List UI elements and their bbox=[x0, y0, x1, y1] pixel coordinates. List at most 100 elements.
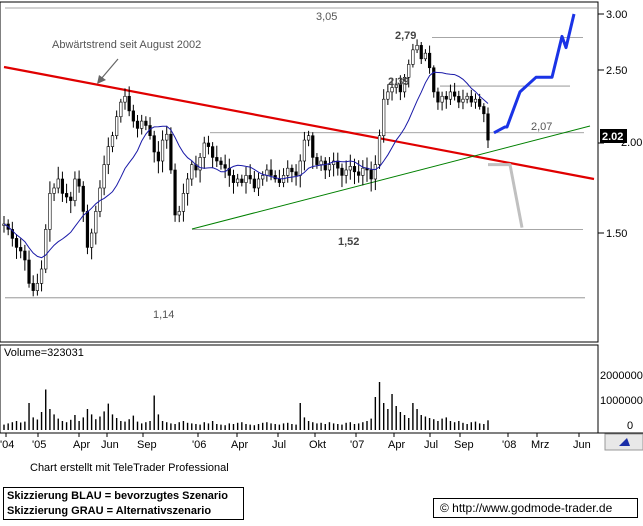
annotation-arrow-shaft bbox=[100, 58, 119, 80]
candle-body bbox=[461, 98, 465, 103]
price-tick-150: 1.50 bbox=[606, 228, 627, 240]
volume-tick-0: 0 bbox=[627, 420, 633, 432]
candle-body bbox=[482, 106, 486, 115]
candle-body bbox=[357, 171, 361, 176]
candle-body bbox=[440, 95, 444, 103]
source-url[interactable]: © http://www.godmode-trader.de bbox=[433, 498, 638, 518]
candle-body bbox=[311, 135, 315, 158]
candle-body bbox=[344, 169, 348, 176]
candle-body bbox=[35, 283, 39, 291]
candle-body bbox=[382, 98, 386, 136]
volume-tick-2000000: 2000000 bbox=[600, 370, 643, 382]
candle-body bbox=[185, 178, 190, 194]
candle-body bbox=[160, 139, 165, 162]
x-tick-label: Apr bbox=[73, 439, 90, 451]
level-label-114: 1,14 bbox=[153, 309, 174, 321]
candle-body bbox=[115, 116, 119, 137]
candle-body bbox=[336, 160, 340, 169]
candle-body bbox=[473, 98, 478, 103]
candle-body bbox=[123, 95, 127, 103]
candle-body bbox=[102, 164, 106, 189]
candle-body bbox=[390, 87, 394, 93]
candle-body bbox=[453, 91, 457, 97]
candle-body bbox=[236, 178, 240, 183]
candle-body bbox=[135, 120, 140, 129]
scroll-arrow-icon[interactable] bbox=[619, 438, 630, 446]
candle-body bbox=[206, 142, 211, 147]
candle-body bbox=[394, 84, 398, 88]
candle-body bbox=[240, 178, 244, 183]
level-label-152: 1,52 bbox=[338, 236, 359, 248]
level-label-305: 3,05 bbox=[316, 11, 337, 23]
volume-axis: 2000000 1000000 0 bbox=[600, 370, 643, 432]
moving-average-line bbox=[3, 71, 489, 259]
level-label-279: 2,79 bbox=[395, 30, 416, 42]
price-tick-300: 3.00 bbox=[606, 9, 627, 21]
candle-body bbox=[302, 139, 307, 162]
candle-body bbox=[436, 91, 440, 103]
candle-body bbox=[407, 64, 411, 78]
candle-body bbox=[177, 211, 181, 216]
current-value-badge bbox=[600, 129, 627, 143]
candle-body bbox=[252, 178, 256, 189]
candle-body bbox=[64, 193, 69, 198]
candle-body bbox=[348, 166, 352, 171]
candle-body bbox=[14, 238, 19, 248]
candle-body bbox=[340, 167, 344, 176]
candle-body bbox=[286, 167, 290, 176]
candle-body bbox=[361, 167, 365, 176]
candle-body bbox=[427, 52, 432, 69]
candle-body bbox=[23, 250, 27, 261]
candle-body bbox=[119, 101, 123, 118]
blue-scenario-path bbox=[493, 13, 576, 135]
candle-body bbox=[448, 91, 453, 100]
candle-body bbox=[486, 113, 490, 141]
legend-blue: Skizzierung BLAU = bevorzugtes Szenario bbox=[7, 490, 228, 502]
x-axis-ticks: '04 '05 Apr Jun Sep '06 Apr Jul Okt '07 Apr Jul Sep '… bbox=[0, 433, 591, 451]
candle-body bbox=[10, 229, 14, 239]
trendlines bbox=[3, 65, 595, 230]
candle-body bbox=[457, 95, 461, 103]
candle-body bbox=[402, 77, 407, 93]
x-tick-label: '05 bbox=[32, 439, 46, 451]
candle-body bbox=[352, 166, 357, 173]
current-value-label: 2.02 bbox=[602, 131, 623, 143]
candle-body bbox=[244, 175, 248, 183]
candle-body bbox=[290, 167, 294, 173]
candle-body bbox=[73, 178, 77, 201]
candle-body bbox=[140, 120, 144, 129]
candle-body bbox=[478, 98, 482, 107]
candle-body bbox=[469, 95, 473, 103]
x-tick-label: Sep bbox=[137, 439, 157, 451]
candle-body bbox=[269, 169, 273, 176]
x-tick-label: Sep bbox=[454, 439, 474, 451]
candle-body bbox=[323, 160, 327, 171]
candle-body bbox=[144, 120, 148, 126]
candle-body bbox=[319, 160, 323, 165]
candle-body bbox=[294, 171, 298, 176]
candle-body bbox=[27, 259, 31, 284]
chart-credit: Chart erstellt mit TeleTrader Profession… bbox=[30, 462, 229, 474]
candle-body bbox=[411, 49, 415, 65]
volume-tick-1000000: 1000000 bbox=[600, 395, 643, 407]
x-tick-label: Apr bbox=[231, 439, 248, 451]
candle-body bbox=[69, 196, 73, 201]
candle-body bbox=[215, 157, 219, 162]
downtrend-annotation: Abwärtstrend seit August 2002 bbox=[52, 39, 201, 51]
x-tick-label: Jul bbox=[272, 439, 286, 451]
volume-label: Volume=323031 bbox=[4, 347, 84, 359]
candle-body bbox=[265, 169, 269, 176]
candle-body bbox=[60, 178, 65, 194]
candle-body bbox=[465, 95, 469, 100]
candle-body bbox=[202, 142, 206, 158]
grey-scenario-path bbox=[488, 163, 524, 228]
x-tick-label: '04 bbox=[0, 439, 14, 451]
candle-body bbox=[56, 178, 60, 189]
x-tick-label: Apr bbox=[388, 439, 405, 451]
x-tick-label: Jul bbox=[424, 439, 438, 451]
candle-body bbox=[190, 164, 194, 180]
candle-body bbox=[231, 175, 236, 183]
candle-body bbox=[94, 211, 98, 234]
candle-body bbox=[44, 229, 48, 270]
